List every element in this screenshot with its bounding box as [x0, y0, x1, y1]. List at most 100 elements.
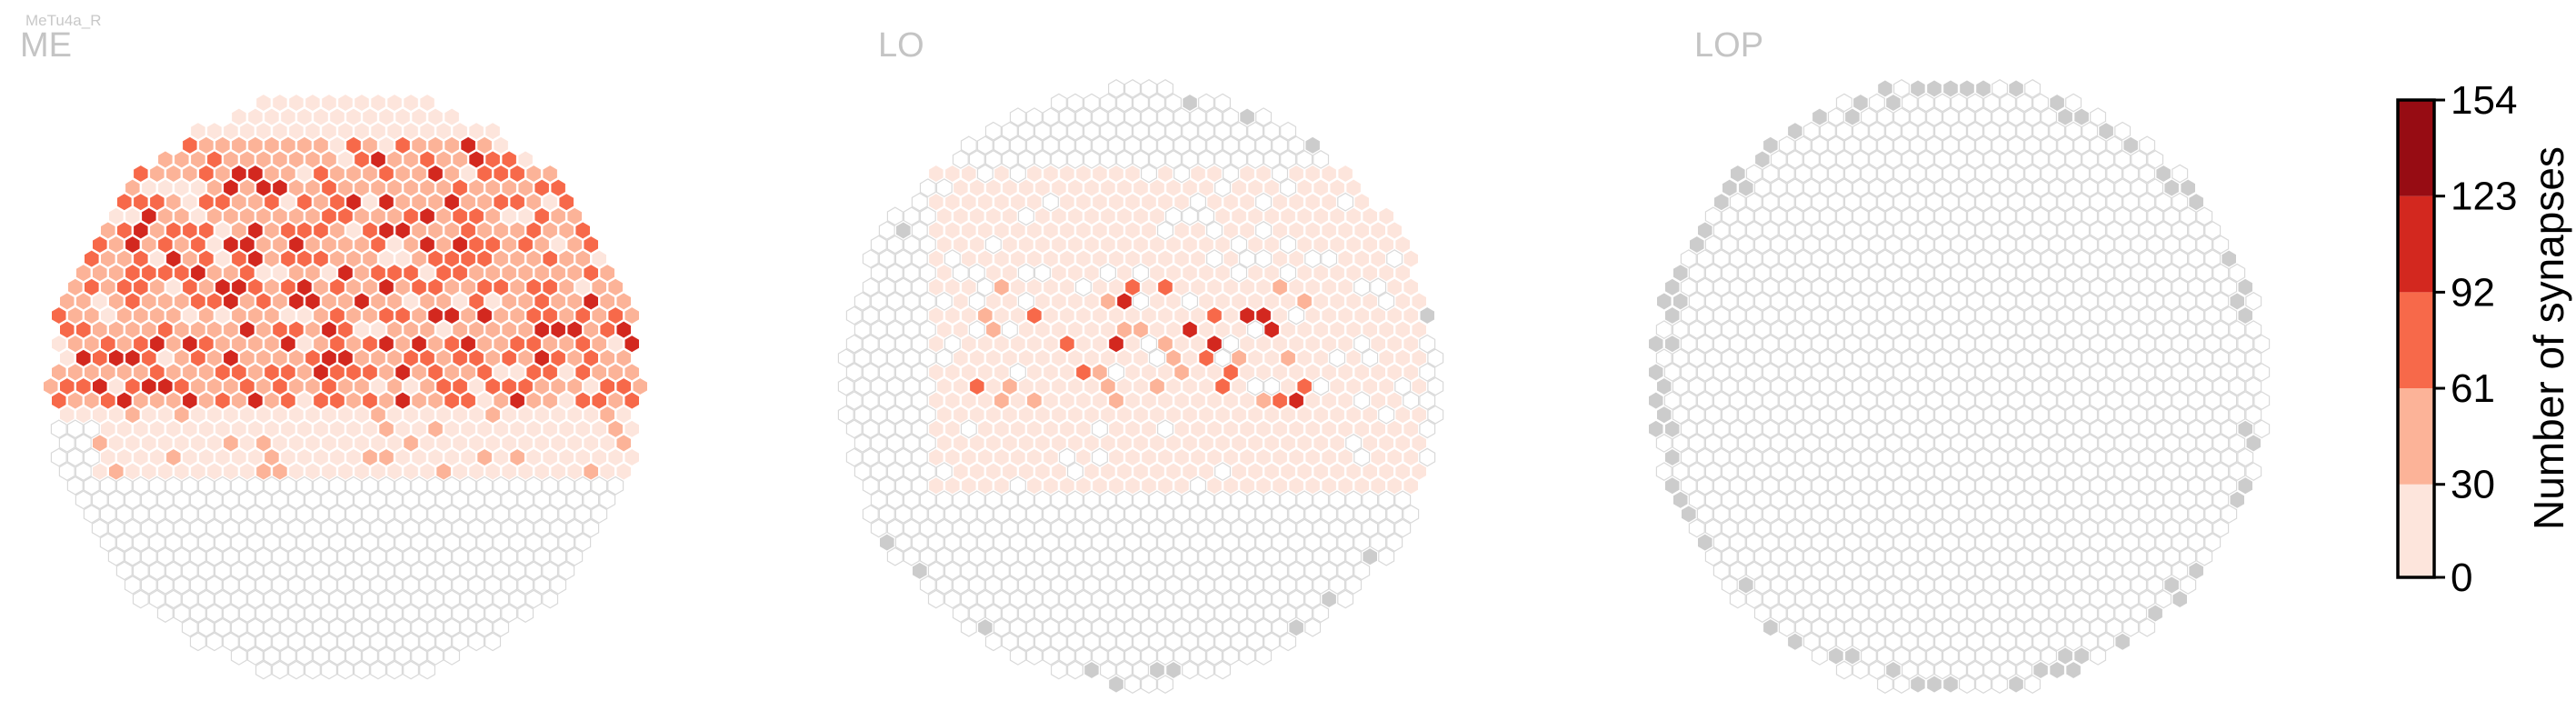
hex-cell — [919, 490, 936, 510]
hex-cell — [1148, 121, 1166, 141]
hex-cell — [1017, 434, 1034, 453]
hex-cell — [976, 363, 993, 382]
hex-cell — [173, 490, 190, 510]
hex-cell — [1778, 305, 1795, 325]
hex-cell — [205, 348, 223, 368]
hex-cell — [444, 419, 461, 439]
hex-cell — [1992, 363, 2008, 382]
hex-cell — [493, 476, 510, 496]
hex-cell — [870, 434, 887, 453]
hex-cell — [1737, 320, 1754, 339]
hex-cell — [1313, 263, 1330, 283]
hex-cell — [264, 249, 280, 268]
hex-cell — [1263, 376, 1281, 396]
hex-cell — [165, 221, 182, 240]
hex-cell — [1852, 405, 1869, 425]
hex-cell — [862, 334, 879, 354]
hex-cell — [952, 376, 969, 396]
hex-cell — [419, 93, 435, 113]
hex-cell — [2212, 376, 2230, 396]
hex-cell — [862, 249, 879, 268]
hex-cell — [173, 576, 190, 595]
hex-cell — [370, 206, 386, 226]
hex-cell — [2065, 206, 2082, 226]
hex-cell — [1042, 617, 1059, 637]
hex-cell — [386, 206, 403, 226]
hex-cell — [1263, 576, 1281, 595]
hex-cell — [1762, 589, 1779, 609]
hex-cell — [2073, 561, 2091, 581]
hex-cell — [1255, 192, 1273, 212]
hex-cell — [837, 405, 854, 425]
hex-cell — [2049, 660, 2066, 680]
hex-cell — [2041, 589, 2057, 609]
hex-cell — [1370, 447, 1387, 467]
hex-cell — [1083, 604, 1100, 623]
hex-cell — [1778, 447, 1795, 467]
hex-cell — [1378, 434, 1395, 453]
hex-cell — [1910, 192, 1926, 212]
hex-cell — [1696, 391, 1713, 410]
hex-cell — [378, 363, 394, 382]
hex-cell — [1926, 363, 1942, 382]
hex-cell — [476, 135, 494, 155]
hex-cell — [1663, 363, 1681, 382]
hex-cell — [1902, 320, 1918, 339]
hex-cell — [1951, 263, 1967, 283]
hex-cell — [1786, 178, 1803, 197]
hex-cell — [1394, 235, 1412, 255]
hex-cell — [1255, 589, 1273, 609]
hex-cell — [1663, 334, 1681, 354]
hex-cell — [1313, 462, 1330, 481]
hex-cell — [75, 490, 92, 510]
hex-cell — [1835, 546, 1852, 566]
hex-cell — [1173, 334, 1191, 354]
hex-cell — [1926, 107, 1942, 126]
hex-cell — [1918, 206, 1934, 226]
hex-cell — [2147, 576, 2164, 595]
hex-cell — [1017, 546, 1034, 566]
hex-cell — [1753, 604, 1771, 623]
hex-cell — [2114, 632, 2132, 652]
hex-cell — [517, 490, 534, 510]
hex-cell — [550, 348, 567, 368]
hex-cell — [280, 305, 296, 325]
hex-cell — [419, 121, 435, 141]
hex-cell — [1647, 363, 1664, 382]
hex-cell — [2188, 192, 2205, 212]
hex-cell — [1852, 320, 1869, 339]
hex-cell — [1198, 348, 1215, 368]
hex-cell — [1231, 206, 1248, 226]
hex-cell — [313, 305, 329, 325]
hex-cell — [305, 121, 321, 141]
hex-cell — [1959, 192, 1975, 212]
hex-cell — [140, 462, 157, 481]
hex-cell — [165, 391, 182, 410]
hex-cell — [2204, 447, 2222, 467]
hex-cell — [362, 305, 378, 325]
hex-cell — [460, 305, 477, 325]
hex-cell — [83, 249, 100, 268]
hex-cell — [452, 206, 469, 226]
hex-cell — [1688, 518, 1705, 538]
hex-cell — [313, 192, 329, 212]
hex-cell — [591, 249, 608, 268]
hex-cell — [2000, 632, 2016, 652]
hex-cell — [583, 462, 600, 481]
hex-cell — [1967, 546, 1983, 566]
hex-cell — [1802, 178, 1820, 197]
hex-cell — [607, 476, 624, 496]
hex-cell — [2057, 164, 2074, 184]
hex-cell — [927, 277, 944, 297]
hex-cell — [2147, 604, 2164, 623]
hex-cell — [1321, 305, 1338, 325]
hex-cell — [1992, 334, 2008, 354]
hex-cell — [976, 617, 993, 637]
hex-cell — [1001, 518, 1018, 538]
hex-cell — [1770, 178, 1787, 197]
hex-cell — [1926, 249, 1942, 268]
hex-cell — [2180, 292, 2197, 311]
hex-cell — [140, 490, 157, 510]
hex-cell — [1704, 376, 1722, 396]
hex-cell — [1802, 348, 1820, 368]
